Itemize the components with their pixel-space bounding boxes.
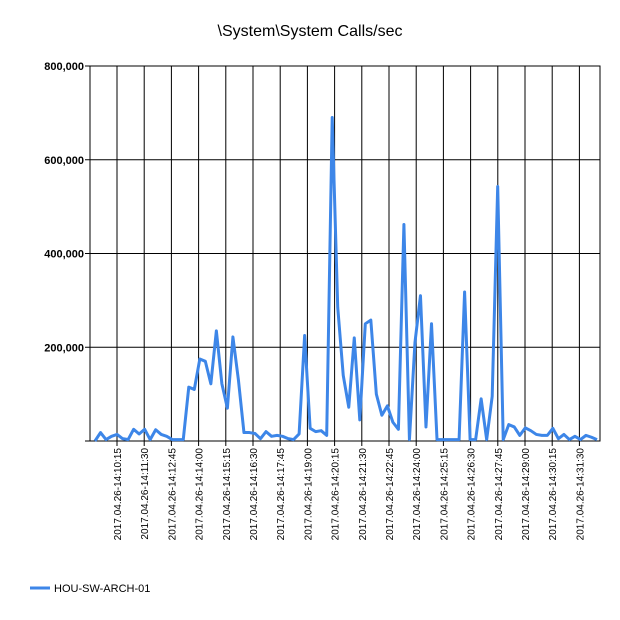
- y-axis-ticks: 200,000 400,000 600,000 800,000: [44, 61, 90, 442]
- x-tick-label: 2017.04.26-14:14:00: [195, 448, 206, 541]
- x-tick-label: 2017.04.26-14:20:15: [331, 448, 342, 541]
- series-layer: [93, 116, 598, 442]
- x-tick-label: 2017.04.26-14:17:45: [276, 448, 287, 541]
- legend-label: HOU-SW-ARCH-01: [54, 583, 150, 595]
- y-tick-label: 800,000: [44, 61, 84, 73]
- x-tick-label: 2017.04.26-14:25:15: [439, 448, 450, 541]
- x-axis-ticks: 2017.04.26-14:10:15 2017.04.26-14:11:30 20…: [113, 441, 586, 540]
- x-tick-label: 2017.04.26-14:10:15: [113, 448, 124, 541]
- legend: HOU-SW-ARCH-01: [30, 583, 150, 595]
- grid: [89, 65, 601, 442]
- series-line: [93, 116, 598, 442]
- x-tick-label: 2017.04.26-14:12:45: [167, 448, 178, 541]
- y-tick-label: 400,000: [44, 249, 84, 261]
- y-tick-label: 200,000: [44, 342, 84, 354]
- x-tick-label: 2017.04.26-14:19:00: [303, 448, 314, 541]
- x-tick-label: 2017.04.26-14:27:45: [494, 448, 505, 541]
- chart-title: \System\System Calls/sec: [218, 23, 403, 40]
- x-tick-label: 2017.04.26-14:15:15: [222, 448, 233, 541]
- x-tick-label: 2017.04.26-14:22:45: [385, 448, 396, 541]
- x-tick-label: 2017.04.26-14:11:30: [140, 448, 151, 540]
- x-tick-label: 2017.04.26-14:24:00: [412, 448, 423, 541]
- y-tick-label: 600,000: [44, 155, 84, 167]
- x-tick-label: 2017.04.26-14:31:30: [575, 448, 586, 541]
- x-tick-label: 2017.04.26-14:21:30: [358, 448, 369, 541]
- x-tick-label: 2017.04.26-14:29:00: [521, 448, 532, 541]
- x-tick-label: 2017.04.26-14:26:30: [467, 448, 478, 541]
- x-tick-label: 2017.04.26-14:30:15: [548, 448, 559, 541]
- x-tick-label: 2017.04.26-14:16:30: [249, 448, 260, 541]
